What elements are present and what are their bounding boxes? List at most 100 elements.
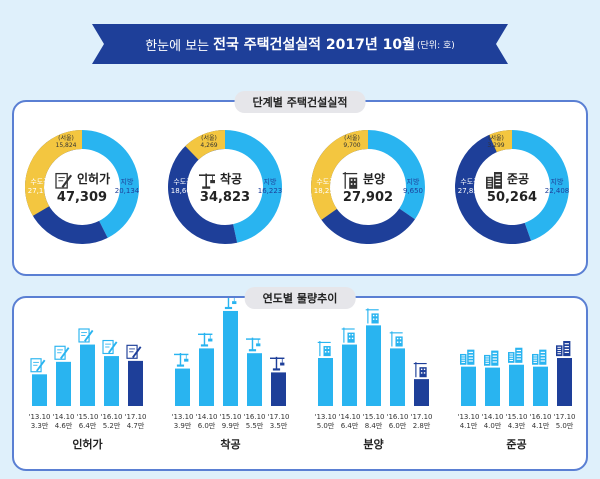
apartment-icon bbox=[556, 341, 571, 357]
bar-value-label: 9.9만 bbox=[222, 421, 240, 430]
seoul-value: 9,700 bbox=[343, 142, 360, 149]
local-slice bbox=[368, 130, 425, 220]
bar-chart-1: '13.103.3만 '14.104.6만 '15.106.4만 '16.105.2만… bbox=[29, 328, 147, 451]
bar bbox=[271, 372, 286, 406]
bar-category: '17.10 bbox=[125, 413, 147, 421]
bar bbox=[366, 325, 381, 406]
seoul-value: 3,299 bbox=[487, 142, 504, 149]
capital-value: 18,252 bbox=[314, 187, 339, 195]
document-pen-icon bbox=[78, 328, 94, 343]
seoul-slice bbox=[310, 130, 368, 220]
bar-category: '13.10 bbox=[172, 413, 194, 421]
bar-category: '17.10 bbox=[411, 413, 433, 421]
bar bbox=[80, 344, 95, 406]
crane-icon bbox=[198, 332, 213, 347]
bar-value-label: 6.4만 bbox=[341, 421, 359, 430]
bar-value-label: 3.3만 bbox=[31, 421, 49, 430]
bar-chart-title: 준공 bbox=[506, 438, 526, 451]
document-pen-icon bbox=[102, 339, 118, 355]
bar-value-label: 4.6만 bbox=[55, 421, 73, 430]
title-main: 전국 주택건설실적 2017년 10월 bbox=[213, 37, 416, 53]
stage-panel: 단계별 주택건설실적 수도권 27,175 지방 20,134 (서울) 15,824 인허… bbox=[12, 91, 588, 276]
capital-slice bbox=[167, 130, 238, 244]
bar bbox=[128, 360, 143, 406]
building-crane-icon bbox=[342, 172, 358, 189]
apartment-icon bbox=[532, 349, 547, 365]
seoul-value: 4,269 bbox=[200, 142, 217, 149]
donut-total: 34,823 bbox=[200, 190, 250, 205]
bar-value-label: 6.0만 bbox=[389, 421, 407, 430]
bar-category: '13.10 bbox=[315, 413, 337, 421]
capital-label: 수도권 bbox=[460, 178, 479, 186]
bar-category: '15.10 bbox=[77, 413, 99, 421]
donut-title: 착공 bbox=[220, 171, 242, 186]
document-pen-icon bbox=[126, 344, 142, 359]
bar-category: '14.10 bbox=[339, 413, 361, 421]
apartment-icon bbox=[484, 350, 499, 366]
bar-value-label: 5.5만 bbox=[246, 421, 264, 430]
bar-value-label: 6.4만 bbox=[79, 421, 97, 430]
building-crane-icon bbox=[413, 362, 427, 378]
capital-value: 18,600 bbox=[171, 187, 196, 195]
donut-total: 47,309 bbox=[57, 190, 107, 205]
local-slice bbox=[225, 130, 282, 243]
bar-category: '15.10 bbox=[363, 413, 385, 421]
local-value: 16,223 bbox=[258, 187, 283, 195]
bar bbox=[104, 356, 119, 406]
capital-slice bbox=[454, 130, 532, 245]
building-crane-icon bbox=[341, 327, 355, 343]
bar-value-label: 4.7만 bbox=[127, 421, 145, 430]
donut-total: 50,264 bbox=[487, 190, 537, 205]
bar-category: '13.10 bbox=[29, 413, 51, 421]
title-prefix: 한눈에 보는 bbox=[145, 38, 210, 54]
bar bbox=[56, 361, 71, 406]
seoul-label: (서울) bbox=[344, 134, 360, 142]
bar-value-label: 5.2만 bbox=[103, 421, 121, 430]
bar-value-label: 5.0만 bbox=[317, 421, 335, 430]
local-value: 20,134 bbox=[115, 187, 140, 195]
bar-value-label: 2.8만 bbox=[413, 421, 431, 430]
seoul-slice bbox=[185, 130, 225, 160]
bar bbox=[461, 366, 476, 406]
bar-category: '15.10 bbox=[220, 413, 242, 421]
seoul-slice bbox=[24, 130, 82, 216]
stage-donut-charts: 수도권27,175지방20,134(서울)15,824인허가47,309수도권1… bbox=[24, 130, 570, 245]
seoul-label: (서울) bbox=[488, 134, 504, 142]
bar-chart-2: '13.103.9만 '14.106.0만 '15.109.9만 '16.105.5만… bbox=[172, 295, 289, 451]
bar-chart-title: 착공 bbox=[220, 437, 240, 451]
bar-category: '15.10 bbox=[506, 413, 528, 421]
bar-category: '16.10 bbox=[101, 413, 123, 421]
bar-chart-title: 분양 bbox=[363, 437, 383, 451]
yearly-panel: 연도별 물량추이 '13.10 3.3만 '14.10 4.6만 '15.10 6.4만 '… bbox=[12, 287, 588, 471]
seoul-label: (서울) bbox=[201, 134, 217, 142]
title-unit: (단위: 호) bbox=[417, 40, 455, 51]
crane-icon bbox=[270, 356, 285, 371]
bar-value-label: 8.4만 bbox=[365, 421, 383, 430]
bar bbox=[509, 364, 524, 406]
document-pen-icon bbox=[30, 358, 46, 373]
apartment-icon bbox=[486, 172, 502, 189]
local-value: 22,408 bbox=[545, 187, 570, 195]
bar-value-label: 4.3만 bbox=[508, 421, 526, 430]
building-crane-icon bbox=[317, 341, 331, 357]
bar bbox=[247, 353, 262, 406]
local-label: 지방 bbox=[407, 177, 420, 186]
bar-value-label: 5.0만 bbox=[556, 421, 574, 430]
donut-total: 27,902 bbox=[343, 190, 393, 205]
bar-chart-4: '13.104.1만'14.104.0만'15.104.3만'16.104.1만… bbox=[458, 341, 575, 451]
local-label: 지방 bbox=[121, 177, 134, 186]
bar bbox=[485, 367, 500, 406]
bar-category: '14.10 bbox=[196, 413, 218, 421]
local-label: 지방 bbox=[264, 177, 277, 186]
bar-chart-title: 인허가 bbox=[72, 437, 102, 451]
bar-value-label: 3.9만 bbox=[174, 421, 192, 430]
crane-icon bbox=[199, 173, 216, 189]
title-ribbon bbox=[92, 24, 508, 64]
capital-value: 27,175 bbox=[28, 187, 53, 195]
bar bbox=[199, 348, 214, 406]
donut-title: 인허가 bbox=[77, 171, 110, 186]
local-label: 지방 bbox=[551, 177, 564, 186]
